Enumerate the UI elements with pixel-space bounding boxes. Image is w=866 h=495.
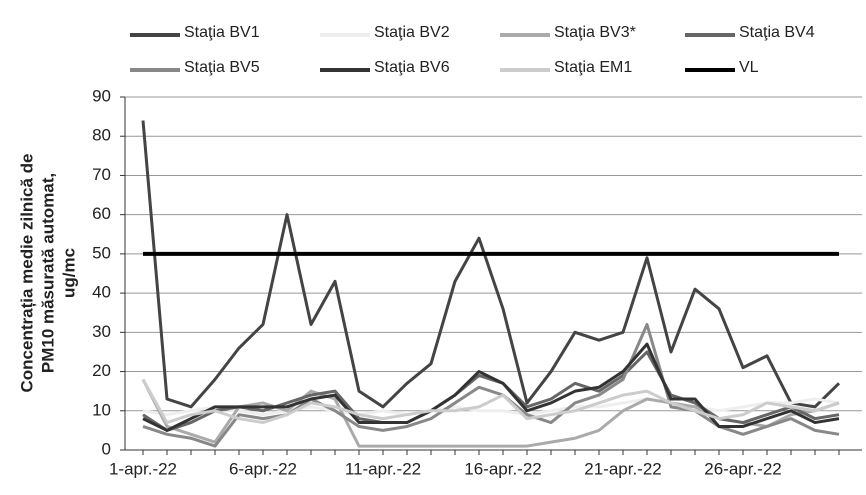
y-tick-label: 70 xyxy=(92,165,111,184)
x-tick-label: 21-apr.-22 xyxy=(584,459,662,478)
y-tick-label: 20 xyxy=(92,361,111,380)
legend-label: Staţia EM1 xyxy=(554,59,632,76)
y-tick-label: 30 xyxy=(92,322,111,341)
x-tick-label: 1-apr.-22 xyxy=(109,459,177,478)
y-tick-label: 50 xyxy=(92,243,111,262)
y-tick-label: 60 xyxy=(92,204,111,223)
series-line xyxy=(141,378,840,425)
y-tick-label: 0 xyxy=(102,439,111,458)
legend-label: Staţia BV5 xyxy=(184,59,260,76)
y-tick-label: 40 xyxy=(92,283,111,302)
legend-label: Staţia BV6 xyxy=(374,59,450,76)
legend-label: Staţia BV4 xyxy=(739,24,815,41)
x-tick-label: 26-apr.-22 xyxy=(704,459,782,478)
x-tick-label: 16-apr.-22 xyxy=(464,459,542,478)
y-tick-label: 80 xyxy=(92,126,111,145)
legend-label: Staţia BV3* xyxy=(554,24,636,41)
y-axis-label: ug/mc xyxy=(59,248,78,298)
x-tick-label: 6-apr.-22 xyxy=(229,459,297,478)
series-line xyxy=(142,397,840,417)
legend-label: VL xyxy=(739,59,759,76)
y-axis-label: Concentrația medie zilnică de xyxy=(17,153,36,392)
y-tick-label: 10 xyxy=(92,400,111,419)
legend-label: Staţia BV2 xyxy=(374,24,450,41)
x-tick-label: 11-apr.-22 xyxy=(345,459,421,478)
series-line xyxy=(142,342,840,432)
y-axis-label: PM10 măsurată automat, xyxy=(38,173,57,373)
series-line xyxy=(141,120,841,409)
y-tick-label: 90 xyxy=(92,86,111,105)
legend-label: Staţia BV1 xyxy=(184,24,260,41)
